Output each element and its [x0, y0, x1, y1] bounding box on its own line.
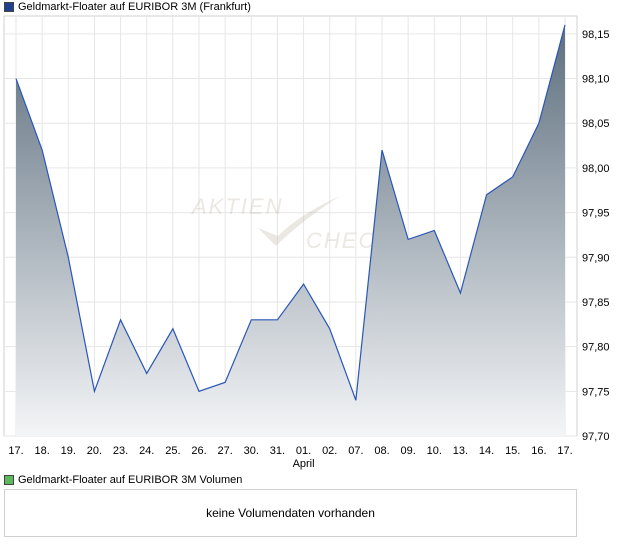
price-chart: AKTIEN CHECK 98,1598,1098,0598,0097,9597…: [3, 15, 610, 470]
x-tick-label: 09.: [400, 445, 415, 457]
x-tick-label: 17.: [8, 445, 23, 457]
price-line: [15, 24, 566, 401]
y-tick-label: 97,70: [582, 431, 610, 443]
y-axis-ticks: 98,15 98,10 98,05 98,00 97,95 97,90 97,85 97,80…: [582, 29, 610, 443]
volume-empty-message: keine Volumendaten vorhanden: [206, 506, 375, 520]
y-tick-label: 97,80: [582, 342, 610, 354]
x-tick-label: 23.: [113, 445, 128, 457]
y-tick-label: 97,95: [582, 208, 610, 220]
watermark-check-icon: [258, 196, 340, 246]
x-tick-label: 19.: [61, 445, 76, 457]
price-area: [16, 24, 565, 436]
x-tick-label: 14.: [479, 445, 494, 457]
y-tick-label: 98,05: [582, 118, 610, 130]
x-tick-label: 16.: [531, 445, 546, 457]
x-tick-label: 13.: [453, 445, 468, 457]
x-tick-label: 08.: [374, 445, 389, 457]
x-tick-label: 24.: [139, 445, 154, 457]
y-tick-label: 98,10: [582, 74, 610, 86]
x-axis-ticks: 17. 18. 19. 20. 23. 24. 25. 26. 27. 30. 31. 01. 02. 0…: [8, 445, 572, 470]
x-tick-label: 20.: [87, 445, 102, 457]
price-legend: Geldmarkt-Floater auf EURIBOR 3M (Frankf…: [4, 0, 251, 14]
x-tick-label: 01.: [296, 445, 311, 457]
x-tick-label: 02.: [322, 445, 337, 457]
volume-legend-swatch: [4, 475, 14, 485]
volume-panel: keine Volumendaten vorhanden: [4, 489, 577, 537]
y-tick-label: 97,85: [582, 297, 610, 309]
x-tick-label: 07.: [348, 445, 363, 457]
price-legend-label: Geldmarkt-Floater auf EURIBOR 3M (Frankf…: [18, 1, 251, 13]
x-tick-label: 18.: [34, 445, 49, 457]
x-month-label: April: [293, 458, 315, 470]
volume-legend-label: Geldmarkt-Floater auf EURIBOR 3M Volumen: [18, 474, 243, 486]
x-tick-label: 26.: [191, 445, 206, 457]
x-tick-label: 17.: [557, 445, 572, 457]
y-tick-label: 97,90: [582, 252, 610, 264]
watermark-text-1: AKTIEN: [190, 194, 283, 219]
y-tick-label: 98,00: [582, 163, 610, 175]
volume-legend: Geldmarkt-Floater auf EURIBOR 3M Volumen: [4, 473, 242, 487]
x-tick-label: 30.: [244, 445, 259, 457]
x-tick-label: 10.: [427, 445, 442, 457]
x-tick-label: 31.: [270, 445, 285, 457]
y-tick-label: 97,75: [582, 386, 610, 398]
x-tick-label: 15.: [505, 445, 520, 457]
y-tick-label: 98,15: [582, 29, 610, 41]
x-tick-label: 25.: [165, 445, 180, 457]
x-tick-label: 27.: [217, 445, 232, 457]
price-legend-swatch: [4, 2, 14, 12]
